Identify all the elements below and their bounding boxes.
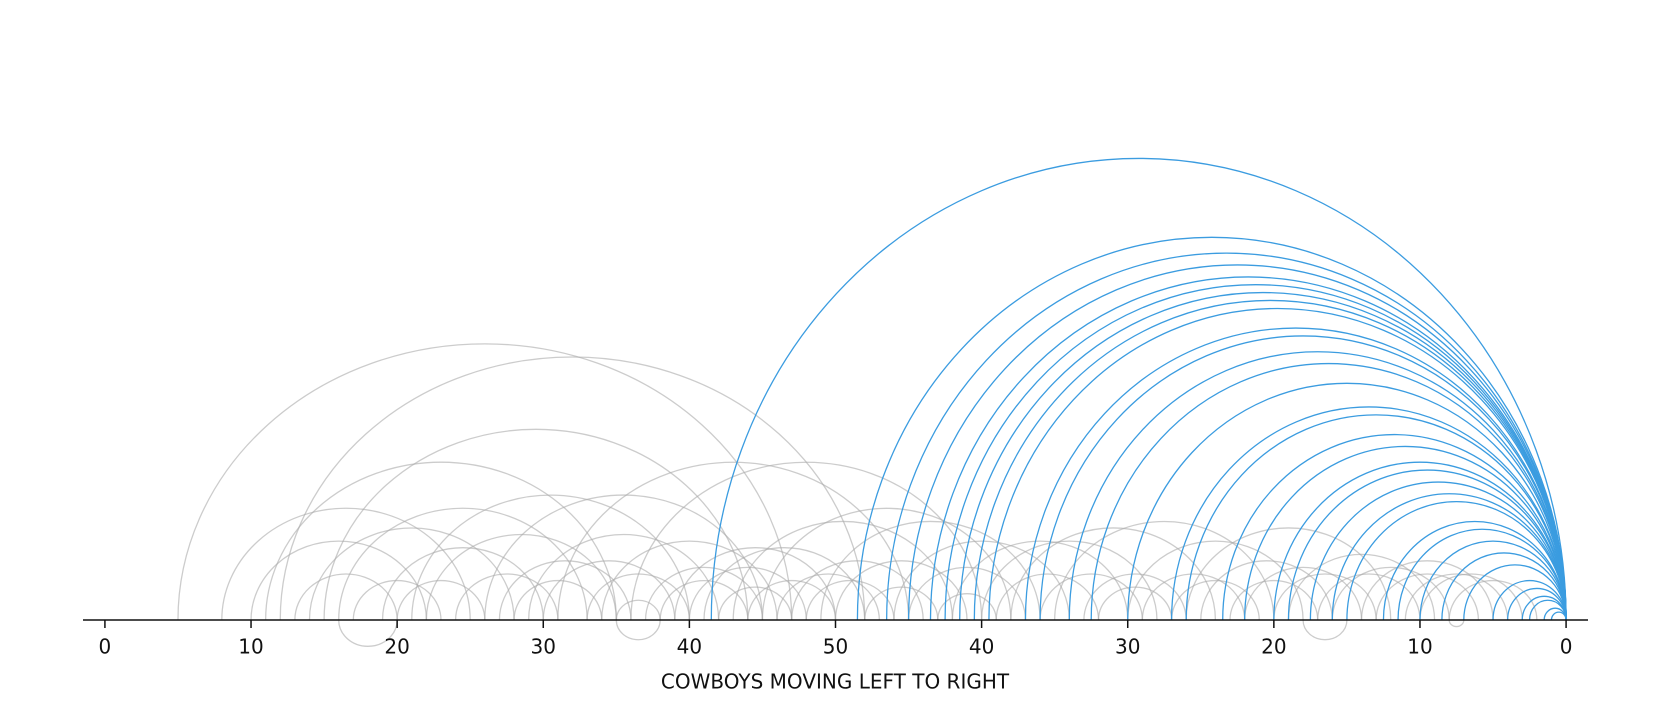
- arc: [498, 560, 632, 621]
- arc: [1039, 573, 1143, 621]
- arc: [732, 520, 954, 621]
- arc: [1039, 335, 1567, 621]
- arc: [1528, 599, 1567, 621]
- arc: [1097, 586, 1173, 621]
- arc: [674, 547, 837, 621]
- arc: [542, 560, 676, 621]
- arc: [1287, 553, 1436, 621]
- arc: [484, 494, 764, 621]
- arc: [1463, 564, 1567, 621]
- arc: [907, 567, 1027, 621]
- x-tick-label: 0: [99, 635, 112, 659]
- x-tick-label: 40: [969, 635, 994, 659]
- x-tick-label: 20: [1261, 635, 1286, 659]
- arc: [411, 494, 691, 621]
- arc: [1302, 619, 1348, 641]
- arc: [717, 586, 793, 621]
- arc: [893, 540, 1070, 621]
- arc: [601, 540, 778, 621]
- arc: [805, 579, 895, 621]
- x-tick-label: 10: [1407, 635, 1432, 659]
- arc: [396, 579, 486, 621]
- arc: [887, 253, 1566, 620]
- arc: [761, 507, 1012, 621]
- x-tick-label: 10: [238, 635, 263, 659]
- arc: [937, 593, 997, 621]
- arc: [557, 461, 910, 621]
- arc: [945, 285, 1566, 620]
- arc: [221, 507, 471, 621]
- arc: [338, 507, 588, 621]
- arc: [1170, 579, 1260, 621]
- arc: [1273, 573, 1377, 621]
- arc: [615, 599, 661, 621]
- arc: [1375, 573, 1480, 621]
- arc: [1397, 529, 1567, 621]
- arc: [1550, 611, 1567, 621]
- arc: [294, 573, 398, 621]
- x-tick-label: 40: [677, 635, 702, 659]
- x-tick-label: 30: [1115, 635, 1140, 659]
- arcs: [177, 158, 1567, 647]
- arc: [1054, 520, 1275, 621]
- arc: [1360, 560, 1494, 621]
- arc: [1229, 579, 1319, 621]
- arc: [308, 527, 515, 621]
- arc: [381, 547, 544, 621]
- arc: [1200, 560, 1333, 621]
- arc: [630, 461, 983, 621]
- arc: [279, 356, 866, 621]
- arc: [688, 566, 807, 621]
- arc: [454, 573, 559, 621]
- arc: [776, 573, 880, 621]
- arc: [974, 300, 1566, 620]
- arc: [264, 461, 617, 621]
- arc: [1090, 362, 1567, 621]
- arc: [659, 579, 749, 621]
- arc: [338, 619, 398, 647]
- arc: [352, 580, 442, 621]
- arc: [711, 158, 1566, 620]
- arc: [1448, 619, 1465, 628]
- arc: [1492, 579, 1567, 621]
- arc: [1331, 567, 1450, 621]
- arc: [513, 579, 603, 621]
- x-tick-label: 50: [823, 635, 848, 659]
- arc: [1317, 573, 1421, 621]
- arc: [323, 428, 749, 621]
- arc: [1083, 573, 1187, 621]
- x-tick-label: 20: [384, 635, 409, 659]
- arc: [995, 573, 1100, 621]
- x-tick-label: 0: [1560, 635, 1573, 659]
- arc: [177, 343, 793, 621]
- arc: [1243, 567, 1363, 621]
- arc: [1404, 573, 1509, 621]
- x-tick-label: 30: [531, 635, 556, 659]
- arc: [747, 579, 837, 621]
- arc: [1069, 352, 1566, 620]
- x-axis-title: COWBOYS MOVING LEFT TO RIGHT: [661, 670, 1010, 694]
- arc: [1222, 434, 1567, 621]
- arc: [1441, 552, 1567, 621]
- arc: [1127, 382, 1567, 621]
- arc: [1010, 527, 1217, 621]
- arc: [1448, 579, 1538, 621]
- arc: [1419, 573, 1523, 621]
- arc: [615, 619, 661, 641]
- arc: [1141, 573, 1246, 621]
